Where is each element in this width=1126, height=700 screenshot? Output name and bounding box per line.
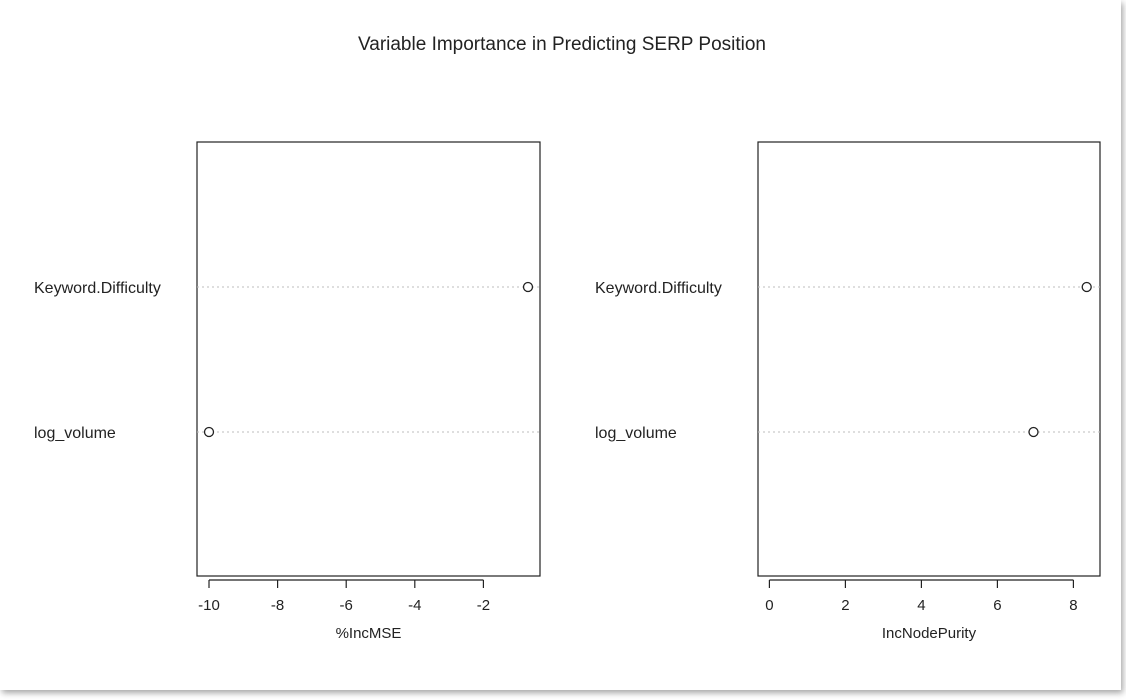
data-point bbox=[522, 281, 534, 293]
x-tick-label: 8 bbox=[1069, 597, 1077, 614]
x-tick-label: -10 bbox=[198, 597, 220, 614]
data-point bbox=[1028, 426, 1039, 438]
panels: Keyword.Difficulty log_volume -10 -8 -6 -4 -2%… bbox=[34, 141, 1101, 642]
x-tick-label: 0 bbox=[765, 597, 773, 614]
x-tick-label: 2 bbox=[841, 597, 849, 614]
x-tick-label: -4 bbox=[408, 597, 421, 614]
x-axis-label: %IncMSE bbox=[336, 625, 402, 642]
plot-area-1 bbox=[196, 141, 541, 577]
x-tick-label: -8 bbox=[271, 597, 284, 614]
data-point bbox=[203, 426, 215, 438]
category-label: log_volume bbox=[34, 425, 116, 442]
x-tick-label: 4 bbox=[917, 597, 925, 614]
category-label: Keyword.Difficulty bbox=[34, 280, 161, 297]
category-label: log_volume bbox=[595, 425, 677, 442]
category-label: Keyword.Difficulty bbox=[595, 280, 722, 297]
x-tick-label: -2 bbox=[477, 597, 490, 614]
data-point bbox=[1081, 281, 1092, 293]
plot-area-2 bbox=[757, 141, 1101, 577]
panel-2: Keyword.Difficulty log_volume 0 2 4 6 8 IncNode… bbox=[595, 141, 1101, 642]
panel-1: Keyword.Difficulty log_volume -10 -8 -6 -4 -2%… bbox=[34, 141, 541, 642]
x-tick-label: -6 bbox=[340, 597, 353, 614]
x-tick-label: 6 bbox=[993, 597, 1001, 614]
chart-title: Variable Importance in Predicting SERP P… bbox=[358, 34, 766, 55]
x-axis-label: IncNodePurity bbox=[882, 625, 977, 642]
